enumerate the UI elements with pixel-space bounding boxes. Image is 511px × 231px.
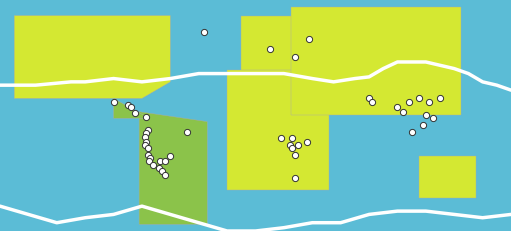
Point (393, 105, 402, 109)
Point (160, 160, 169, 164)
Point (144, 153, 152, 157)
Polygon shape (113, 99, 146, 119)
Point (419, 124, 427, 127)
Point (131, 112, 139, 116)
Point (183, 130, 192, 134)
Point (142, 132, 150, 136)
Polygon shape (227, 71, 329, 190)
Point (365, 97, 373, 101)
Point (200, 31, 208, 35)
Point (127, 105, 135, 109)
Point (160, 173, 169, 177)
Point (142, 140, 150, 144)
Polygon shape (419, 157, 476, 198)
Point (425, 100, 433, 104)
Point (399, 110, 407, 114)
Point (277, 137, 285, 140)
Point (266, 48, 274, 51)
Point (146, 157, 154, 160)
Point (141, 143, 149, 147)
Point (149, 163, 157, 167)
Point (145, 160, 153, 164)
Point (144, 128, 152, 132)
Polygon shape (14, 16, 170, 99)
Point (141, 135, 149, 139)
Point (288, 147, 296, 150)
Point (109, 100, 118, 104)
Point (408, 130, 416, 134)
Point (124, 104, 132, 107)
Point (405, 100, 413, 104)
Point (429, 117, 437, 121)
Point (368, 100, 376, 104)
Point (436, 97, 444, 101)
Point (291, 176, 299, 180)
Point (142, 115, 150, 119)
Polygon shape (291, 8, 461, 116)
Point (144, 147, 152, 150)
Point (156, 160, 165, 164)
Point (288, 137, 296, 140)
Point (422, 114, 430, 117)
Point (286, 143, 294, 147)
Point (291, 56, 299, 60)
Point (291, 153, 299, 157)
Point (414, 97, 423, 101)
Point (294, 143, 302, 147)
Point (306, 38, 314, 41)
Point (303, 140, 311, 144)
Point (155, 167, 163, 170)
Point (166, 155, 174, 159)
Point (158, 170, 166, 173)
Polygon shape (241, 16, 298, 74)
Polygon shape (139, 112, 207, 224)
